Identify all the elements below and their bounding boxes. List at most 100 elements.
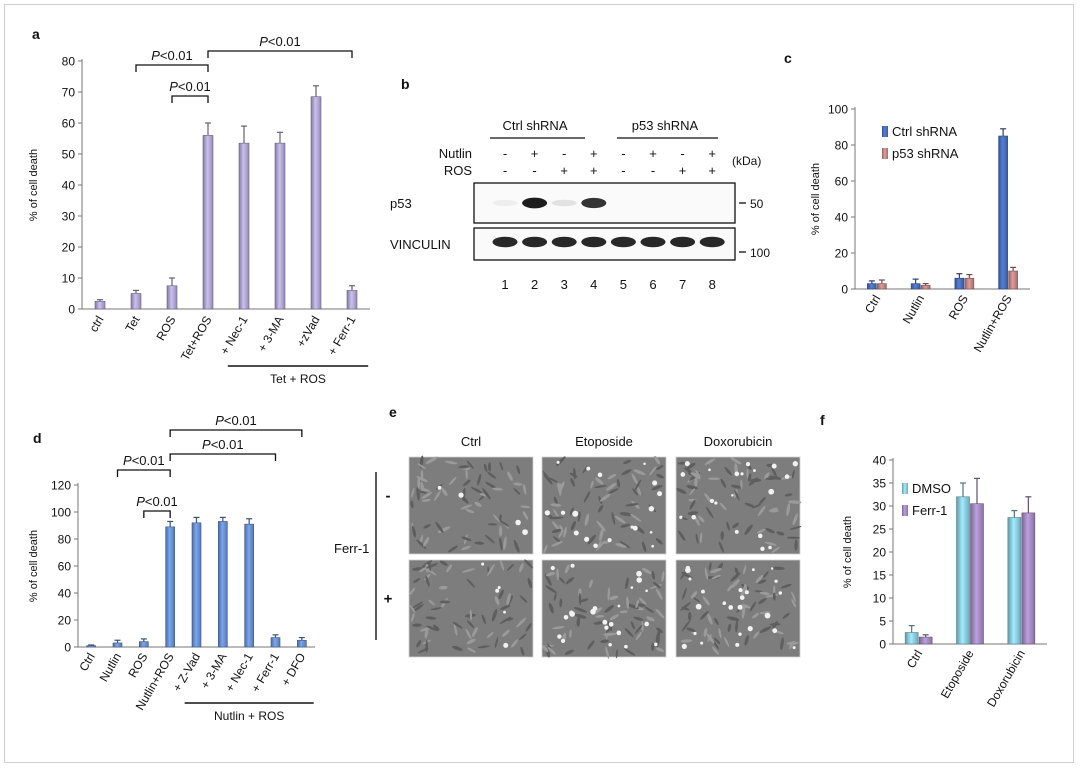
dead-cell [768, 488, 775, 495]
cell [412, 601, 423, 609]
cell [600, 639, 609, 644]
cell [498, 525, 503, 537]
dead-cell [740, 472, 744, 476]
cell [430, 607, 443, 611]
cell [635, 525, 645, 534]
dead-cell [744, 590, 749, 595]
cell [471, 626, 478, 637]
dead-cell [753, 469, 756, 472]
cell [655, 629, 661, 643]
cell [609, 614, 619, 621]
y-tick-label: 60 [62, 117, 76, 131]
cell [726, 521, 730, 531]
micrograph-column-label: Doxorubicin [704, 434, 773, 449]
cell [416, 640, 422, 648]
dead-cell [497, 585, 501, 590]
cell [461, 545, 472, 551]
cell [615, 543, 627, 548]
cell [597, 540, 602, 549]
cell [499, 461, 504, 471]
cell [492, 487, 504, 491]
cell [465, 469, 468, 480]
cell [699, 610, 709, 620]
dead-cell [572, 510, 579, 517]
cell [764, 541, 777, 546]
dead-cell [792, 646, 796, 650]
blot-sign: - [503, 163, 507, 178]
y-axis-label: % of cell death [28, 149, 40, 221]
cell [412, 578, 421, 583]
cell [741, 604, 746, 619]
dead-cell [684, 461, 690, 467]
y-tick-label: 0 [841, 283, 848, 297]
blot-sign: - [532, 163, 536, 178]
cell [432, 624, 440, 631]
cell [637, 486, 642, 496]
y-tick-label: 35 [873, 477, 887, 491]
cell [794, 539, 798, 551]
dead-cell [657, 491, 663, 497]
cell [635, 599, 639, 609]
cell [625, 577, 629, 590]
cell [466, 578, 476, 588]
cell [763, 472, 770, 480]
cell [410, 500, 414, 509]
dead-cell [643, 462, 646, 466]
dead-cell [648, 506, 655, 512]
cell [615, 649, 618, 659]
cell [588, 579, 593, 588]
cell [466, 638, 476, 645]
significance-bracket [207, 50, 353, 58]
blot-band [551, 199, 577, 207]
cell [524, 559, 533, 569]
cell [453, 623, 458, 636]
cell [635, 631, 642, 641]
cell [757, 579, 767, 584]
cell [462, 487, 466, 501]
cell [413, 603, 424, 612]
y-tick-label: 50 [62, 148, 76, 162]
cell [502, 629, 510, 637]
cell [543, 544, 548, 554]
dead-cell [745, 462, 751, 467]
y-tick-label: 10 [62, 272, 76, 286]
cell [551, 528, 562, 533]
cell [758, 598, 767, 605]
lane-number: 6 [649, 277, 656, 292]
cell [412, 623, 422, 628]
cell [656, 636, 660, 649]
legend-label: p53 shRNA [892, 146, 959, 161]
cell [558, 530, 564, 538]
cell [786, 641, 799, 645]
dead-cell [630, 586, 634, 589]
dead-cell [593, 543, 598, 548]
blot-band [581, 236, 607, 248]
cell [563, 526, 567, 539]
cell [609, 595, 619, 600]
cell [607, 586, 610, 601]
cell [564, 564, 570, 574]
y-tick-label: 20 [873, 546, 887, 560]
cell [690, 472, 701, 478]
dead-cell [645, 589, 648, 593]
category-label: ctrl [86, 314, 106, 335]
cell [714, 617, 719, 625]
cell [661, 570, 665, 582]
dead-cell [772, 628, 778, 634]
group-label: Tet + ROS [270, 372, 326, 386]
cell [782, 612, 790, 619]
dead-cell [522, 529, 528, 535]
cell [655, 538, 663, 545]
lane-number: 8 [709, 277, 716, 292]
cell [420, 487, 431, 492]
dead-cell [630, 525, 634, 529]
dead-cell [636, 577, 643, 583]
cell [428, 599, 435, 606]
blot-band [492, 199, 518, 207]
y-tick-label: 10 [873, 592, 887, 606]
dead-cell [458, 492, 464, 498]
y-tick-label: 30 [873, 500, 887, 514]
dead-cell [584, 536, 590, 542]
legend-swatch [902, 483, 908, 494]
